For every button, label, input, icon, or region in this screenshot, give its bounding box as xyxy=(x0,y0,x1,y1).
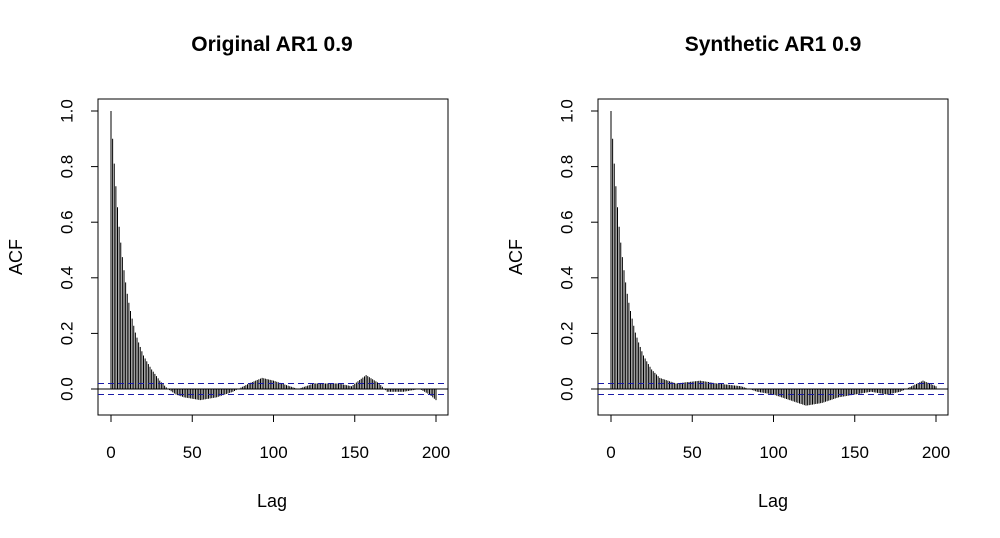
y-tick-label: 0.4 xyxy=(57,266,76,290)
chart-title: Synthetic AR1 0.9 xyxy=(685,33,862,56)
x-tick-label: 150 xyxy=(341,443,369,462)
y-tick-label: 0.4 xyxy=(557,266,576,290)
y-tick-label: 0.0 xyxy=(57,377,76,401)
y-tick-label: 0.0 xyxy=(557,377,576,401)
y-tick-label: 0.6 xyxy=(57,210,76,234)
y-tick-label: 1.0 xyxy=(557,99,576,123)
x-axis-label: Lag xyxy=(257,491,287,511)
chart-title: Original AR1 0.9 xyxy=(191,33,352,56)
y-tick-label: 0.2 xyxy=(557,322,576,346)
y-axis: 0.0 0.2 0.4 0.6 0.8 1.0 xyxy=(57,99,98,401)
x-tick-label: 0 xyxy=(106,443,115,462)
y-tick-label: 0.6 xyxy=(557,210,576,234)
x-tick-label: 50 xyxy=(183,443,202,462)
x-tick-label: 50 xyxy=(683,443,702,462)
y-tick-label: 0.2 xyxy=(57,322,76,346)
x-tick-label: 200 xyxy=(922,443,950,462)
y-axis: 0.0 0.2 0.4 0.6 0.8 1.0 xyxy=(557,99,598,401)
y-tick-label: 1.0 xyxy=(57,99,76,123)
panel-original: Original AR1 0.9 0 50 100 150 200 0.00.20.40… xyxy=(6,33,450,511)
y-axis-label: ACF xyxy=(506,239,526,275)
x-tick-label: 100 xyxy=(759,443,787,462)
panel-synthetic: Synthetic AR1 0.9 0 50 100 150 200 0.0 0.2 0.4… xyxy=(506,33,950,511)
x-tick-label: 0 xyxy=(606,443,615,462)
x-axis: 0 50 100 150 200 xyxy=(606,415,950,462)
confidence-bounds xyxy=(598,382,948,396)
x-axis-label: Lag xyxy=(758,491,788,511)
acf-bars xyxy=(110,111,437,401)
x-tick-label: 150 xyxy=(841,443,869,462)
x-tick-label: 100 xyxy=(259,443,287,462)
acf-bars xyxy=(610,111,937,406)
x-tick-label: 200 xyxy=(422,443,450,462)
y-axis-label: ACF xyxy=(6,239,26,275)
x-axis: 0 50 100 150 200 xyxy=(106,415,450,462)
confidence-bounds xyxy=(98,382,448,396)
y-tick-label: 0.8 xyxy=(57,155,76,179)
y-tick-label: 0.8 xyxy=(557,155,576,179)
